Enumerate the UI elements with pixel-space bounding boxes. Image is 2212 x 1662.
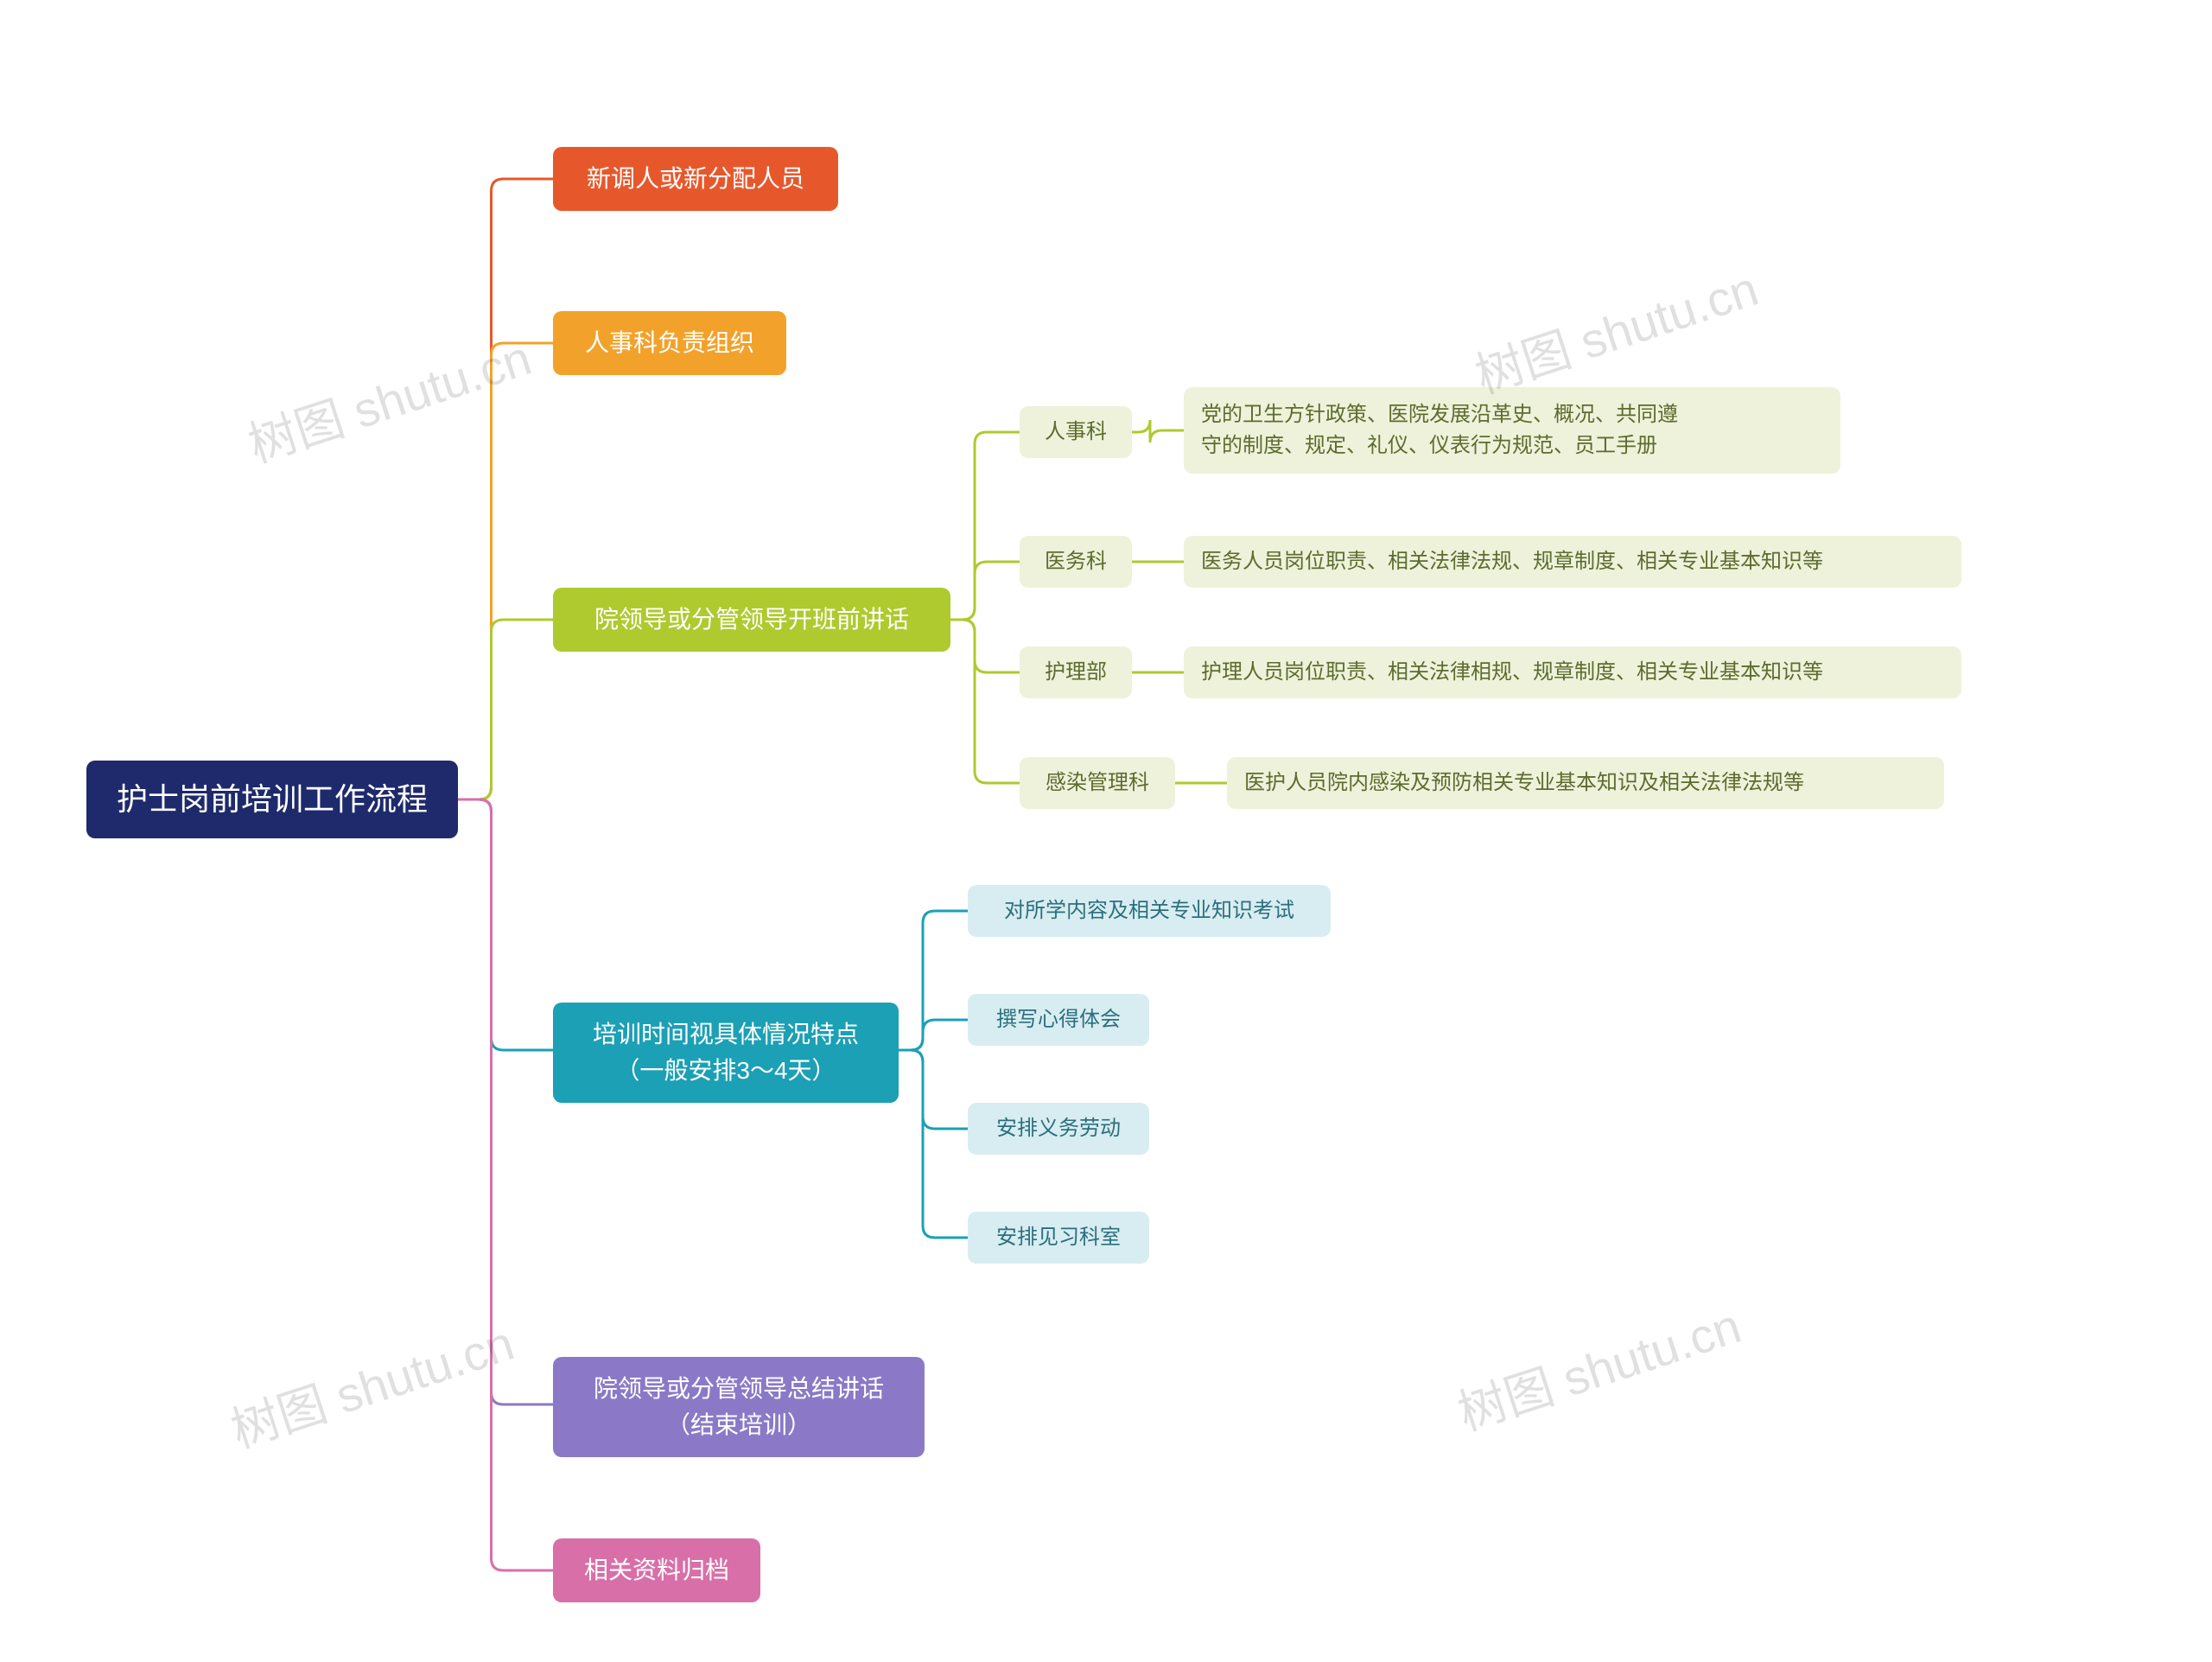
mindmap-node-b4c2: 撰写心得体会 bbox=[968, 994, 1149, 1046]
mindmap-node-b4c3: 安排义务劳动 bbox=[968, 1103, 1149, 1155]
mindmap-node-b3c2a: 医务人员岗位职责、相关法律法规、规章制度、相关专业基本知识等 bbox=[1184, 536, 1961, 588]
mindmap-node-b1: 新调人或新分配人员 bbox=[553, 147, 838, 211]
mindmap-node-root: 护士岗前培训工作流程 bbox=[86, 761, 458, 838]
watermark: 树图 shutu.cn bbox=[1465, 251, 1766, 408]
watermark: 树图 shutu.cn bbox=[238, 320, 539, 477]
mindmap-node-b3c1a: 党的卫生方针政策、医院发展沿革史、概况、共同遵 守的制度、规定、礼仪、仪表行为规… bbox=[1184, 387, 1840, 474]
mindmap-node-b3c4a: 医护人员院内感染及预防相关专业基本知识及相关法律法规等 bbox=[1227, 757, 1944, 809]
mindmap-node-b4: 培训时间视具体情况特点 （一般安排3～4天） bbox=[553, 1003, 899, 1103]
mindmap-node-b3: 院领导或分管领导开班前讲话 bbox=[553, 588, 950, 652]
mindmap-node-b4c1: 对所学内容及相关专业知识考试 bbox=[968, 885, 1331, 937]
mindmap-node-b5: 院领导或分管领导总结讲话 （结束培训） bbox=[553, 1357, 925, 1457]
mindmap-node-b3c3: 护理部 bbox=[1020, 646, 1132, 698]
mindmap-node-b6: 相关资料归档 bbox=[553, 1538, 760, 1602]
watermark: 树图 shutu.cn bbox=[1448, 1288, 1749, 1445]
watermark: 树图 shutu.cn bbox=[221, 1305, 522, 1462]
mindmap-node-b3c1: 人事科 bbox=[1020, 406, 1132, 458]
mindmap-node-b3c2: 医务科 bbox=[1020, 536, 1132, 588]
mindmap-node-b4c4: 安排见习科室 bbox=[968, 1212, 1149, 1264]
mindmap-node-b3c3a: 护理人员岗位职责、相关法律相规、规章制度、相关专业基本知识等 bbox=[1184, 646, 1961, 698]
mindmap-node-b3c4: 感染管理科 bbox=[1020, 757, 1175, 809]
mindmap-node-b2: 人事科负责组织 bbox=[553, 311, 786, 375]
